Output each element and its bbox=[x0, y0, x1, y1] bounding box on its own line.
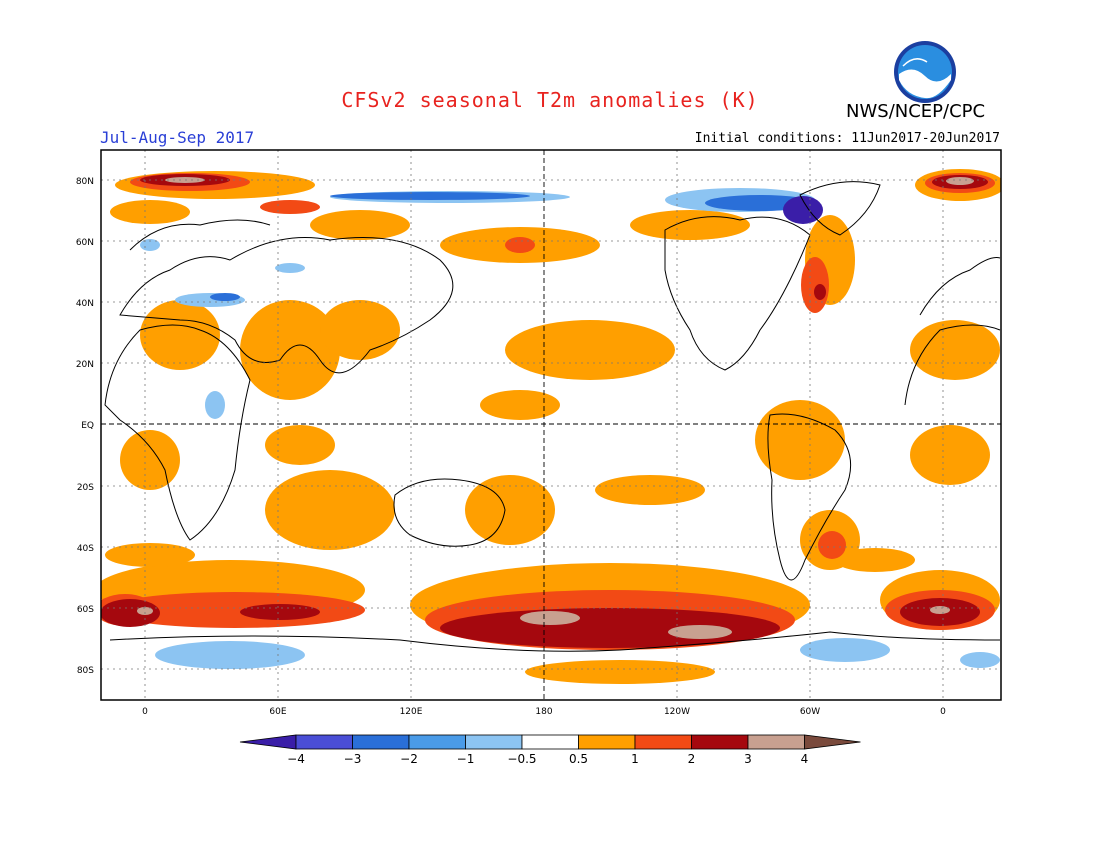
lat-label: 60S bbox=[77, 605, 94, 615]
colorbar-arrow-high bbox=[804, 734, 861, 750]
colorbar-tick-label: −0.5 bbox=[507, 752, 536, 766]
colorbar-arrow-low bbox=[239, 734, 297, 750]
colorbar-tick-label: 2 bbox=[688, 752, 696, 766]
initial-conditions-label: Initial conditions: 11Jun2017-20Jun2017 bbox=[694, 131, 1000, 146]
colorbar: −4 −3 −2 −1 −0.5 0.5 1 2 3 4 bbox=[239, 734, 861, 766]
lat-label: 40S bbox=[77, 544, 94, 554]
colorbar-tick-label: 4 bbox=[801, 752, 809, 766]
colorbar-swatch bbox=[352, 734, 410, 750]
lon-label: 0 bbox=[142, 707, 148, 717]
colorbar-tick-label: 1 bbox=[631, 752, 639, 766]
lat-label: 80S bbox=[77, 666, 94, 676]
lon-label: 60W bbox=[800, 707, 820, 717]
lat-label: EQ bbox=[81, 421, 94, 431]
colorbar-tick-label: −4 bbox=[287, 752, 305, 766]
extreme-warm-shading bbox=[137, 177, 974, 639]
lon-label: 180 bbox=[535, 707, 552, 717]
lon-label: 60E bbox=[269, 707, 286, 717]
anomaly-field bbox=[101, 169, 1001, 684]
map-frame bbox=[100, 149, 1002, 701]
latitude-labels: 80N 60N 40N 20N EQ 20S 40S 60S 80S bbox=[76, 177, 94, 676]
lat-label: 80N bbox=[76, 177, 94, 187]
noaa-logo bbox=[894, 41, 956, 103]
colorbar-swatch bbox=[295, 734, 353, 750]
lat-label: 20N bbox=[76, 360, 94, 370]
equator-dateline bbox=[101, 150, 1001, 700]
coastlines bbox=[104, 181, 1001, 652]
colorbar-tick-label: −2 bbox=[400, 752, 418, 766]
very-strong-cool-shading bbox=[783, 196, 823, 224]
colorbar-tick-label: 3 bbox=[744, 752, 752, 766]
colorbar-tick-label: −3 bbox=[344, 752, 362, 766]
lat-label: 60N bbox=[76, 238, 94, 248]
colorbar-swatch bbox=[521, 734, 579, 750]
colorbar-swatch bbox=[408, 734, 466, 750]
season-label: Jul-Aug-Sep 2017 bbox=[100, 128, 255, 147]
lon-label: 0 bbox=[940, 707, 946, 717]
colorbar-tick-label: 0.5 bbox=[569, 752, 588, 766]
colorbar-swatch bbox=[747, 734, 805, 750]
colorbar-tick-label: −1 bbox=[457, 752, 475, 766]
colorbar-swatch bbox=[634, 734, 692, 750]
lat-label: 40N bbox=[76, 299, 94, 309]
gridlines bbox=[101, 150, 1001, 700]
lon-label: 120W bbox=[664, 707, 690, 717]
lat-label: 20S bbox=[77, 483, 94, 493]
lon-label: 120E bbox=[400, 707, 423, 717]
organization-label: NWS/NCEP/CPC bbox=[846, 101, 986, 122]
colorbar-swatch bbox=[465, 734, 523, 750]
longitude-labels: 0 60E 120E 180 120W 60W 0 bbox=[142, 707, 946, 717]
colorbar-swatch bbox=[578, 734, 636, 750]
colorbar-swatch bbox=[691, 734, 749, 750]
chart-title: CFSv2 seasonal T2m anomalies (K) bbox=[341, 88, 759, 112]
